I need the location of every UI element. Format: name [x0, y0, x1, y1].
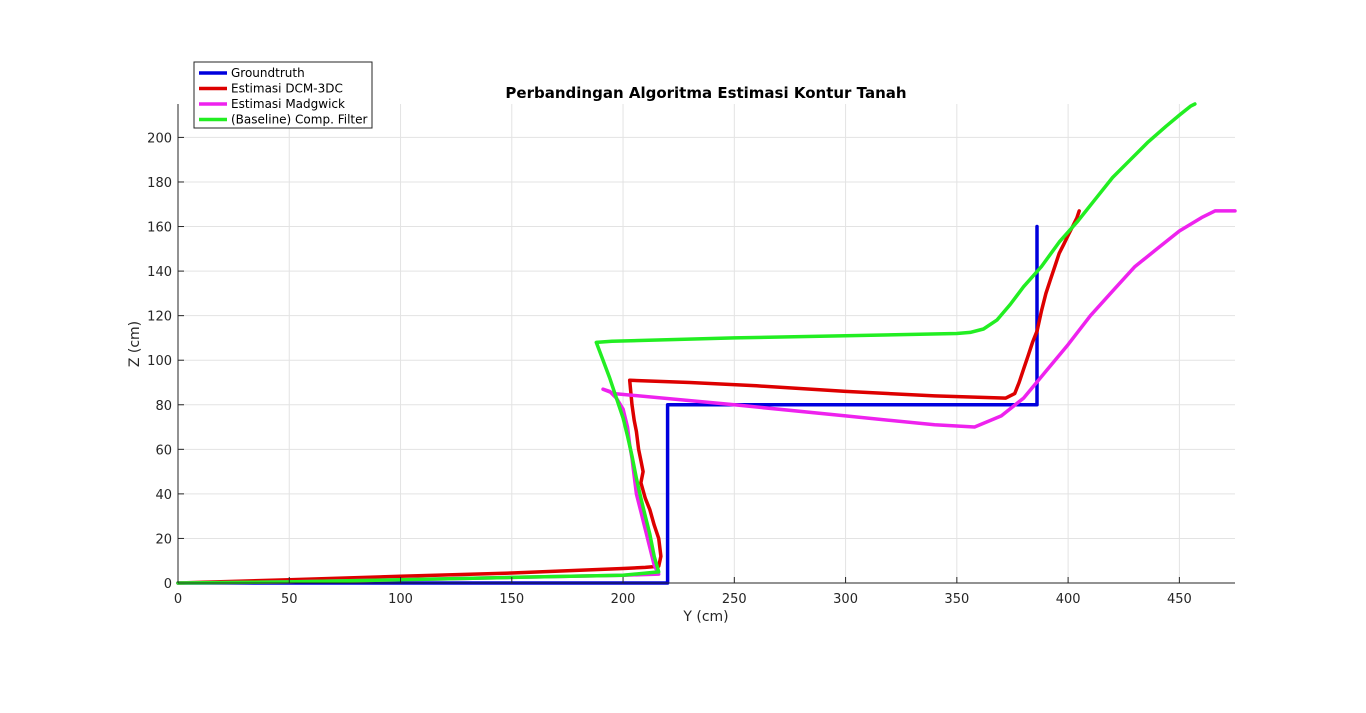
- x-axis-label: Y (cm): [682, 609, 728, 625]
- y-axis-label: Z (cm): [127, 321, 143, 367]
- y-tick-label: 140: [147, 265, 172, 280]
- x-tick-label: 100: [388, 592, 413, 607]
- y-tick-label: 200: [147, 131, 172, 146]
- x-tick-label: 0: [174, 592, 182, 607]
- x-tick-label: 200: [611, 592, 636, 607]
- y-tick-label: 180: [147, 176, 172, 191]
- y-tick-label: 40: [155, 488, 172, 503]
- y-tick-label: 0: [164, 577, 172, 592]
- axes: 0 50 100 150 200 250 300 350 400 450 0 20 40 60 80 100 1…: [147, 104, 1235, 607]
- x-tick-label: 50: [281, 592, 298, 607]
- x-tick-label: 400: [1056, 592, 1081, 607]
- grid-lines: [178, 104, 1235, 583]
- x-tick-label: 350: [944, 592, 969, 607]
- x-tick-label: 300: [833, 592, 858, 607]
- series-line-3: [176, 209, 1237, 585]
- chart-title: Perbandingan Algoritma Estimasi Kontur T…: [505, 84, 906, 102]
- series-line-2: [176, 209, 1081, 585]
- legend-label-2: Estimasi DCM-3DC: [231, 82, 343, 96]
- y-tick-label: 120: [147, 310, 172, 325]
- y-tick-label: 20: [155, 532, 172, 547]
- y-tick-label: 100: [147, 354, 172, 369]
- y-tick-label: 60: [155, 443, 172, 458]
- x-tick-label: 250: [722, 592, 747, 607]
- x-tick-label: 450: [1167, 592, 1192, 607]
- plot-lines: [176, 102, 1237, 585]
- legend-label-4: (Baseline) Comp. Filter: [231, 113, 367, 127]
- legend-label-1: Groundtruth: [231, 66, 305, 80]
- y-tick-label: 160: [147, 221, 172, 236]
- y-tick-label: 80: [155, 399, 172, 414]
- series-line-4: [176, 102, 1197, 585]
- x-tick-label: 150: [499, 592, 524, 607]
- legend-label-3: Estimasi Madgwick: [231, 97, 345, 111]
